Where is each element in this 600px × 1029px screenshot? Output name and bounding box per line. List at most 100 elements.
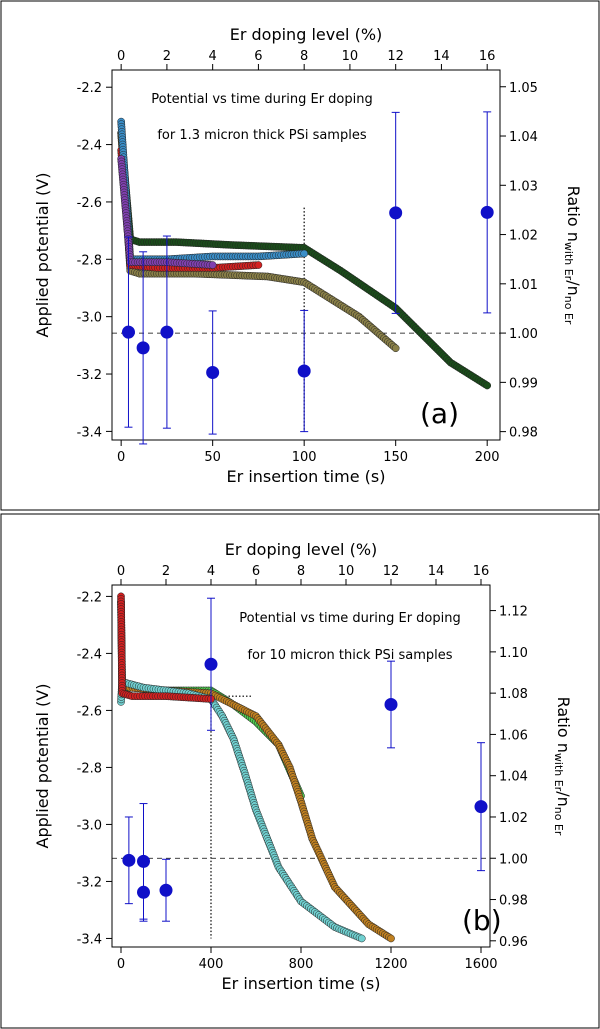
x-top-tick-label: 12: [383, 564, 400, 579]
x-top-tick-label: 2: [162, 564, 170, 579]
y-right-tick-label: 1.00: [499, 852, 528, 867]
plot-frame: [111, 69, 501, 441]
y-right-label-part: Ratio n: [564, 186, 583, 242]
y-left-tick-label: -2.2: [77, 590, 102, 605]
x-top-tick-label: 16: [479, 49, 496, 64]
y-right-tick-label: 1.10: [499, 646, 528, 661]
y-left-tick-label: -2.2: [77, 81, 102, 96]
y-right-label-part: Ratio n: [554, 697, 573, 753]
y-right-tick-label: 1.03: [509, 179, 538, 194]
ratio-point: [480, 205, 494, 219]
y-right-axis-label: Ratio nwith Er/nno Er: [562, 186, 583, 325]
x-bottom-tick-label: 0: [117, 450, 125, 465]
x-top-tick-label: 10: [338, 564, 355, 579]
x-top-tick-label: 8: [297, 564, 305, 579]
x-top-axis-label: Er doping level (%): [225, 540, 378, 559]
x-top-tick-label: 6: [252, 564, 260, 579]
y-left-tick-label: -2.8: [77, 253, 102, 268]
x-top-tick-label: 2: [163, 49, 171, 64]
x-top-tick-label: 16: [473, 564, 490, 579]
y-left-tick-label: -3.0: [77, 818, 102, 833]
x-bottom-tick-label: 1200: [374, 957, 407, 972]
potential-point: [391, 344, 400, 353]
x-top-tick-label: 10: [342, 49, 359, 64]
potential-point: [300, 249, 309, 258]
annotation-line: for 1.3 micron thick PSi samples: [157, 128, 366, 143]
y-right-tick-label: 1.08: [499, 687, 528, 702]
ratio-point: [206, 366, 220, 380]
y-left-tick-label: -2.6: [77, 704, 102, 719]
y-left-tick-label: -3.4: [77, 932, 102, 947]
ratio-point: [121, 325, 135, 339]
y-right-tick-label: 1.02: [499, 811, 528, 826]
y-right-label-part: /n: [554, 791, 573, 807]
y-left-axis-label: Applied potential (V): [33, 684, 52, 849]
x-top-tick-label: 8: [300, 49, 308, 64]
panel-a: 0 50 100 150 200 0 2 4 6 8 10 12 14 16 -2.2 -2.4 -2.6 -2.…: [33, 25, 583, 486]
ratio-point: [122, 853, 136, 867]
y-left-axis-label: Applied potential (V): [33, 173, 52, 338]
y-right-tick-label: 0.96: [499, 935, 528, 950]
ratio-point: [474, 800, 488, 814]
potential-point: [483, 381, 492, 390]
potential-point: [208, 261, 217, 269]
y-right-label-subscript: no Er: [552, 807, 565, 836]
ratio-point: [204, 657, 218, 671]
potential-curve-red: [117, 592, 215, 703]
y-right-tick-label: 1.04: [509, 130, 538, 145]
panel-b: 0 400 800 1200 1600 0 2 4 6 8 10 12 14 16 -2.2 -2.4 -2.6…: [33, 540, 573, 993]
y-right-axis-label: Ratio nwith Er/nno Er: [552, 697, 573, 836]
x-top-tick-label: 14: [433, 49, 450, 64]
ratio-point: [297, 364, 311, 378]
x-top-tick-label: 0: [117, 564, 125, 579]
y-left-tick-label: -2.8: [77, 761, 102, 776]
potential-point: [254, 261, 263, 269]
y-right-label-part: /n: [564, 280, 583, 296]
x-top-tick-label: 4: [207, 564, 215, 579]
y-right-tick-label: 1.00: [509, 327, 538, 342]
x-bottom-tick-label: 150: [383, 450, 408, 465]
panel-label: (b): [462, 904, 502, 937]
y-right-tick-label: 0.98: [499, 894, 528, 909]
x-bottom-tick-label: 800: [289, 957, 314, 972]
x-top-tick-label: 12: [387, 49, 404, 64]
x-top-axis-label: Er doping level (%): [230, 25, 383, 44]
x-top-tick-label: 0: [117, 49, 125, 64]
annotation-line: for 10 micron thick PSi samples: [247, 648, 452, 663]
y-left-tick-label: -3.2: [77, 875, 102, 890]
y-right-tick-label: 1.12: [499, 605, 528, 620]
y-right-tick-label: 1.06: [499, 728, 528, 743]
ratio-point: [389, 206, 403, 220]
y-right-tick-label: 0.99: [509, 376, 538, 391]
y-right-label-subscript: with Er: [562, 242, 575, 281]
y-left-tick-label: -2.6: [77, 196, 102, 211]
x-bottom-tick-label: 200: [475, 450, 500, 465]
x-bottom-tick-label: 1600: [464, 957, 497, 972]
potential-point: [387, 934, 395, 943]
x-bottom-tick-label: 100: [292, 450, 317, 465]
ratio-point: [137, 885, 150, 899]
potential-curve-cyan: [117, 678, 366, 943]
x-bottom-tick-label: 400: [199, 957, 224, 972]
panel-b-frame: [0, 513, 600, 1029]
x-top-tick-label: 4: [209, 49, 217, 64]
y-right-tick-label: 1.05: [509, 81, 538, 96]
annotation-line: Potential vs time during Er doping: [151, 92, 373, 107]
annotation-line: Potential vs time during Er doping: [239, 611, 461, 626]
potential-curve-purple: [117, 155, 217, 269]
potential-point: [357, 934, 366, 943]
y-right-tick-label: 1.02: [509, 229, 538, 244]
y-right-tick-label: 0.98: [509, 426, 538, 441]
x-bottom-axis-label: Er insertion time (s): [222, 974, 381, 993]
ratio-point: [384, 697, 398, 711]
y-left-tick-label: -3.0: [77, 311, 102, 326]
y-right-tick-label: 1.01: [509, 278, 538, 293]
y-left-tick-label: -2.4: [77, 139, 102, 154]
x-top-tick-label: 6: [254, 49, 262, 64]
x-bottom-axis-label: Er insertion time (s): [227, 467, 386, 486]
y-left-tick-label: -3.2: [77, 368, 102, 383]
y-right-tick-label: 1.04: [499, 770, 528, 785]
x-bottom-tick-label: 50: [204, 450, 221, 465]
ratio-point: [136, 341, 150, 355]
